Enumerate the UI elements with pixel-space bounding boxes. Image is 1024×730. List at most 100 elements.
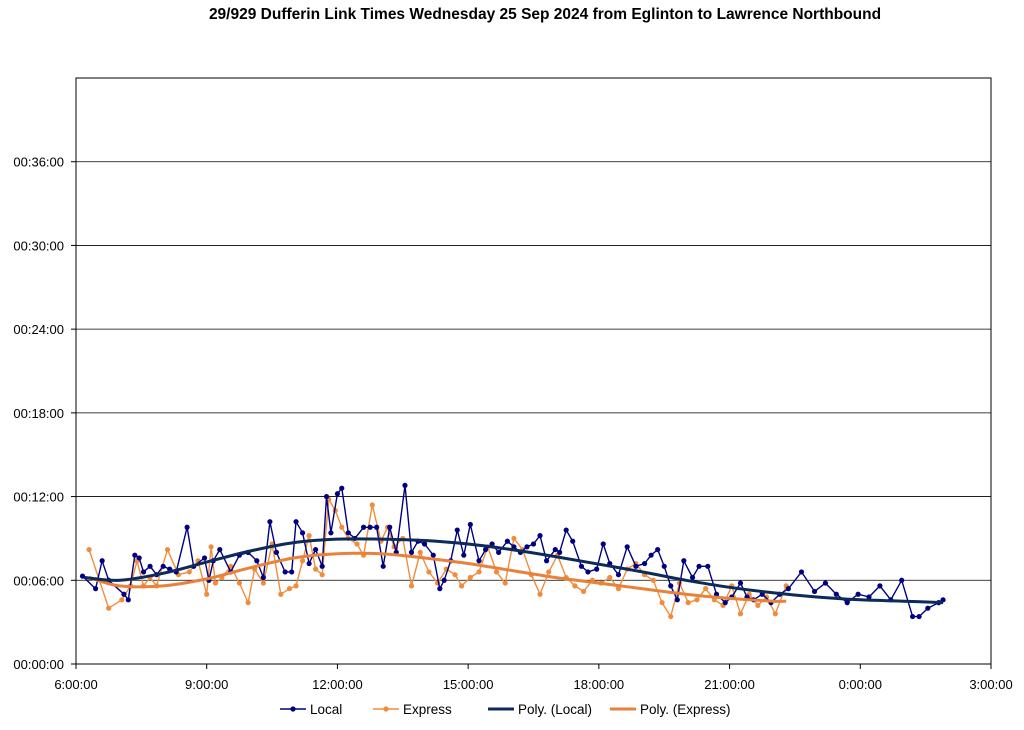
y-tick-label: 00:06:00 (13, 573, 64, 588)
data-point-local (511, 544, 517, 550)
legend-marker-express (383, 706, 389, 712)
data-point-local (121, 591, 127, 597)
data-point-express (106, 605, 112, 611)
y-tick-label: 00:24:00 (13, 322, 64, 337)
data-point-local (689, 574, 696, 581)
data-point-express (703, 586, 709, 592)
y-tick-label: 00:00:00 (13, 657, 64, 672)
data-point-local (380, 563, 386, 569)
data-point-local (822, 580, 829, 586)
data-point-local (737, 580, 744, 586)
data-point-local (334, 491, 341, 497)
legend: Local Express Poly. (Local) Poly. (Express) (280, 702, 731, 717)
data-point-local (367, 524, 373, 530)
data-point-local (615, 572, 622, 578)
data-point-local (543, 558, 550, 564)
data-point-express (511, 535, 517, 542)
data-point-local (454, 527, 460, 533)
data-point-express (119, 597, 125, 603)
data-point-express (650, 577, 656, 583)
plot-area-border (75, 77, 992, 665)
data-point-local (254, 558, 260, 564)
data-point-express (286, 586, 293, 592)
legend-marker-local (290, 706, 296, 712)
data-point-express (293, 583, 299, 589)
x-tick-label: 6:00:00 (54, 677, 97, 692)
data-point-express (212, 580, 219, 586)
x-tick-label: 15:00:00 (443, 677, 494, 692)
data-point-express (572, 583, 578, 589)
data-point-local (642, 560, 648, 567)
data-point-local (140, 569, 147, 575)
data-point-local (504, 538, 510, 544)
data-point-local (909, 613, 916, 620)
data-point-express (417, 549, 423, 555)
data-point-local (93, 586, 99, 592)
data-point-local (136, 555, 142, 561)
data-point-local (147, 563, 153, 569)
data-point-local (696, 563, 702, 569)
data-point-local (289, 569, 295, 575)
data-point-express (204, 591, 210, 597)
x-tick-label: 12:00:00 (312, 677, 363, 692)
series-line-express (88, 498, 787, 618)
data-point-local (313, 546, 319, 553)
data-point-local (402, 482, 408, 489)
legend-label-poly-local: Poly. (Local) (518, 702, 592, 717)
data-point-local (306, 560, 312, 567)
chart-title: 29/929 Dufferin Link Times Wednesday 25 … (208, 6, 882, 23)
data-point-local (260, 574, 266, 581)
data-point-local (467, 521, 473, 528)
data-point-local (600, 541, 606, 547)
series-line-poly-local (84, 537, 944, 605)
data-point-express (186, 569, 192, 575)
data-point-local (323, 493, 330, 500)
data-point-express (659, 600, 665, 606)
data-point-local (633, 563, 639, 569)
data-point-local (132, 552, 138, 558)
data-point-express (581, 588, 587, 595)
data-point-local (552, 546, 558, 553)
data-point-local (877, 583, 883, 589)
data-point-local (811, 588, 818, 595)
data-point-local (705, 563, 711, 569)
data-point-local (585, 569, 591, 575)
legend-label-poly-express: Poly. (Express) (640, 702, 731, 717)
x-tick-label: 18:00:00 (574, 677, 625, 692)
data-point-express (772, 611, 778, 617)
data-point-express (502, 580, 508, 586)
data-point-express (86, 546, 92, 553)
data-point-express (408, 583, 415, 589)
data-point-local (482, 546, 489, 553)
data-point-local (125, 597, 131, 603)
data-point-express (615, 586, 622, 592)
legend-label-local: Local (310, 702, 342, 717)
data-point-local (293, 519, 299, 525)
data-point-local (594, 566, 600, 572)
data-point-local (785, 586, 791, 592)
data-point-express (546, 569, 552, 575)
data-point-express (668, 613, 674, 620)
series-line-poly-express (88, 551, 787, 603)
data-point-local (674, 597, 680, 603)
data-point-local (855, 591, 861, 597)
data-point-express (764, 594, 770, 600)
data-point-local (557, 549, 563, 555)
data-point-local (844, 600, 850, 606)
data-point-express (278, 591, 284, 597)
data-point-express (236, 580, 242, 586)
data-point-local (866, 594, 872, 600)
data-point-local (668, 583, 674, 589)
data-point-local (461, 552, 467, 558)
data-point-local (79, 573, 86, 579)
x-tick-label: 21:00:00 (704, 677, 755, 692)
data-point-local (319, 563, 325, 569)
data-point-local (916, 613, 922, 620)
data-point-express (208, 544, 214, 550)
data-point-local (160, 563, 166, 569)
data-point-local (661, 563, 667, 569)
data-point-express (493, 569, 500, 575)
data-point-local (648, 552, 654, 558)
data-point-local (524, 544, 530, 550)
